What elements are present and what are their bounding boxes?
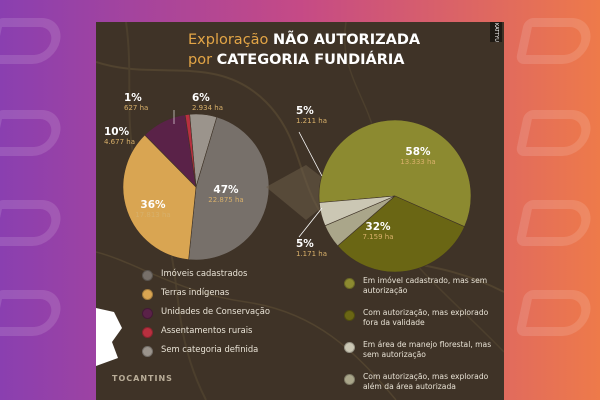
legend-swatch xyxy=(142,289,153,300)
legend-item: Com autorização, mas explorado além da á… xyxy=(344,372,504,396)
legend-label: Sem categoria definida xyxy=(161,344,259,354)
slice-area-label: 13.333 ha xyxy=(400,158,435,166)
slice-percent-label: 36% xyxy=(140,199,166,211)
legend-item: Em imóvel cadastrado, mas sem autorizaçã… xyxy=(344,276,504,300)
legend-swatch xyxy=(344,278,355,289)
slice-area-label: 7.159 ha xyxy=(363,233,394,241)
leader-line xyxy=(298,207,323,238)
slice-percent-label: 6% xyxy=(192,92,210,104)
logo-watermark xyxy=(0,290,65,336)
legend-land-category: Imóveis cadastrados Terras indígenas Uni… xyxy=(142,268,270,363)
logo-watermark xyxy=(0,18,65,64)
logo-watermark xyxy=(0,200,65,246)
pie-slice xyxy=(122,134,197,260)
legend-swatch xyxy=(142,270,153,281)
title-part2: NÃO AUTORIZADA xyxy=(273,32,421,48)
logo-watermark xyxy=(515,200,595,246)
title-part1: Exploração xyxy=(188,32,274,48)
legend-item: Sem categoria definida xyxy=(142,344,270,357)
credit-badge: KATTYU xyxy=(490,22,502,42)
slice-area-label: 17.813 ha xyxy=(135,211,170,219)
legend-label: Assentamentos rurais xyxy=(161,325,253,335)
pie-slice xyxy=(318,195,396,227)
slice-area-label: 1.171 ha xyxy=(296,250,327,258)
slice-area-label: 22.875 ha xyxy=(208,196,243,204)
legend-item: Assentamentos rurais xyxy=(142,325,270,338)
pie-slice xyxy=(188,116,270,261)
legend-swatch xyxy=(344,342,355,353)
pie-slice xyxy=(318,119,472,228)
title-part3: por xyxy=(188,52,217,68)
logo-watermark xyxy=(515,110,595,156)
legend-swatch xyxy=(142,308,153,319)
slice-percent-label: 47% xyxy=(213,184,239,196)
legend-label: Imóveis cadastrados xyxy=(161,268,248,278)
legend-label: Com autorização, mas explorado além da á… xyxy=(363,372,489,391)
logo-watermark xyxy=(515,290,595,336)
slice-percent-label: 5% xyxy=(296,105,314,117)
legend-item: Unidades de Conservação xyxy=(142,306,271,319)
region-label: TOCANTINS xyxy=(112,374,173,383)
title-part4: CATEGORIA FUNDIÁRIA xyxy=(216,52,405,68)
pie-slice xyxy=(184,113,197,188)
pie-slice xyxy=(337,195,465,273)
legend-label: Em imóvel cadastrado, mas sem autorizaçã… xyxy=(363,276,488,295)
slice-percent-label: 58% xyxy=(405,146,431,158)
logo-watermark xyxy=(515,18,595,64)
leader-line xyxy=(298,131,323,177)
legend-item: Em área de manejo florestal, mas sem aut… xyxy=(344,340,504,364)
slice-area-label: 1.211 ha xyxy=(296,117,327,125)
charts-area: 47%22.875 ha 36%17.813 ha 10%4.677 ha 1%627… xyxy=(104,92,472,273)
slice-area-label: 627 ha xyxy=(124,104,148,112)
legend-label: Unidades de Conservação xyxy=(161,306,271,316)
chart-title: Exploração NÃO AUTORIZADA por CATEGORIA … xyxy=(188,30,448,70)
slice-percent-label: 5% xyxy=(296,238,314,250)
infographic-panel: 47% 22.875 ha 36% 17.813 ha 10% 4.677 ha 1% 627… xyxy=(96,22,504,400)
logo-watermark xyxy=(0,110,65,156)
legend-label: Terras indígenas xyxy=(161,287,230,297)
legend-label: Com autorização, mas explorado fora da v… xyxy=(363,308,489,327)
legend-item: Com autorização, mas explorado fora da v… xyxy=(344,308,504,332)
slice-area-label: 4.677 ha xyxy=(104,138,135,146)
legend-authorization: Em imóvel cadastrado, mas sem autorizaçã… xyxy=(344,276,504,400)
legend-item: Imóveis cadastrados xyxy=(142,268,270,281)
legend-label: Em área de manejo florestal, mas sem aut… xyxy=(363,340,492,359)
legend-swatch xyxy=(142,327,153,338)
map-shape xyxy=(96,308,122,366)
legend-item: Terras indígenas xyxy=(142,287,270,300)
legend-swatch xyxy=(142,346,153,357)
legend-swatch xyxy=(344,374,355,385)
legend-swatch xyxy=(344,310,355,321)
slice-percent-label: 1% xyxy=(124,92,142,104)
slice-area-label: 2.934 ha xyxy=(192,104,223,112)
slice-percent-label: 10% xyxy=(104,126,130,138)
slice-percent-label: 32% xyxy=(365,221,391,233)
